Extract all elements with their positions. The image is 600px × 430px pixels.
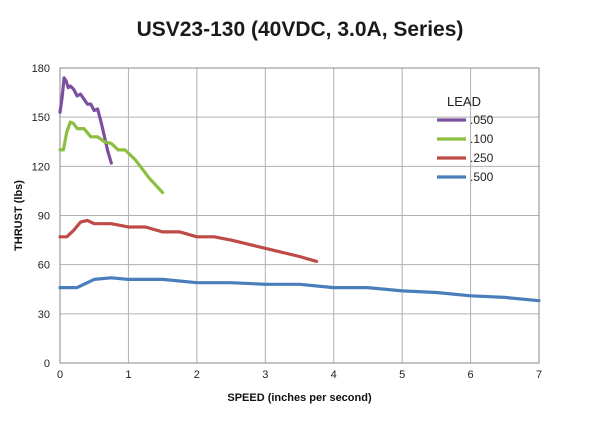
tick-labels: 0 1 2 3 4 5 6 7 0 30 60 90 120 150 180 xyxy=(32,63,542,381)
x-tick-label: 7 xyxy=(536,369,542,381)
x-tick-label: 6 xyxy=(468,369,474,381)
grid xyxy=(59,67,540,364)
y-tick-label: 90 xyxy=(38,211,50,223)
x-tick-label: 0 xyxy=(57,369,63,381)
plot-area-frame xyxy=(59,67,540,364)
y-tick-label: 0 xyxy=(44,358,50,370)
legend-entry-label: .500 xyxy=(470,170,494,184)
x-tick-label: 1 xyxy=(125,369,131,381)
x-tick-label: 4 xyxy=(331,369,337,381)
y-tick-label: 150 xyxy=(32,112,50,124)
y-tick-label: 120 xyxy=(32,161,50,173)
y-tick-label: 180 xyxy=(32,63,50,75)
x-tick-label: 2 xyxy=(194,369,200,381)
legend-entry-label: .100 xyxy=(470,132,494,146)
series-line-2 xyxy=(58,218,319,263)
series-line-1 xyxy=(58,120,165,195)
legend-entry-label: .250 xyxy=(470,151,494,165)
chart-title: USV23-130 (40VDC, 3.0A, Series) xyxy=(136,18,464,41)
x-tick-label: 5 xyxy=(399,369,405,381)
y-axis-label: THRUST (lbs) xyxy=(13,180,25,251)
series-line-3 xyxy=(58,276,541,303)
series-line-0 xyxy=(58,76,113,165)
x-tick-label: 3 xyxy=(262,369,268,381)
x-axis-label: SPEED (inches per second) xyxy=(227,392,372,404)
y-tick-label: 30 xyxy=(38,309,50,321)
legend-title: LEAD xyxy=(447,94,481,109)
legend-entry-label: .050 xyxy=(470,113,494,127)
legend: LEAD .050 .100 .250 .500 xyxy=(437,94,494,184)
series-lines xyxy=(58,76,541,303)
y-tick-label: 60 xyxy=(38,260,50,272)
